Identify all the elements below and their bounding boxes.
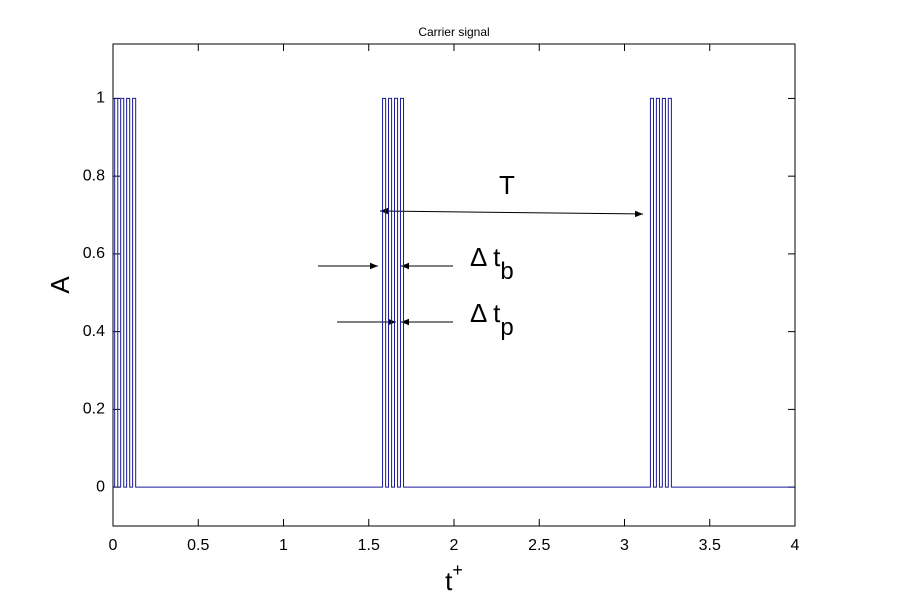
x-tick-label: 1.5 (358, 537, 380, 554)
annotation-text: Δ t (470, 242, 501, 272)
y-tick-label: 0 (96, 478, 105, 495)
annotation: Δ tp (470, 298, 514, 341)
y-tick-label: 0.4 (83, 323, 105, 340)
y-tick-label: 0.8 (83, 167, 105, 184)
annotation: T (499, 170, 515, 200)
annotation-sub: p (500, 314, 513, 341)
period-arrow (379, 207, 644, 218)
chart-title: Carrier signal (418, 25, 489, 39)
signal-line (113, 97, 795, 488)
x-tick-label: 4 (791, 537, 800, 554)
x-tick-label: 2 (450, 537, 459, 554)
y-tick-label: 0.6 (83, 245, 105, 262)
x-tick-label: 0.5 (187, 537, 209, 554)
x-label-text: t (445, 566, 453, 596)
annotation-sub: b (500, 258, 513, 285)
y-tick-label: 0.2 (83, 401, 105, 418)
y-tick-label: 1 (96, 90, 105, 107)
annotation-text: T (499, 170, 515, 200)
x-tick-label: 3 (620, 537, 629, 554)
y-axis-label: A (45, 276, 75, 294)
x-tick-label: 2.5 (528, 537, 550, 554)
x-label-sup: + (452, 560, 463, 580)
x-axis-label: t+ (445, 560, 463, 596)
annotation: Δ tb (470, 242, 514, 285)
plot-area (113, 44, 795, 526)
x-tick-label: 1 (279, 537, 288, 554)
annotation-text: Δ t (470, 298, 501, 328)
axes-box (112, 43, 796, 527)
x-tick-label: 0 (109, 537, 118, 554)
x-tick-label: 3.5 (699, 537, 721, 554)
